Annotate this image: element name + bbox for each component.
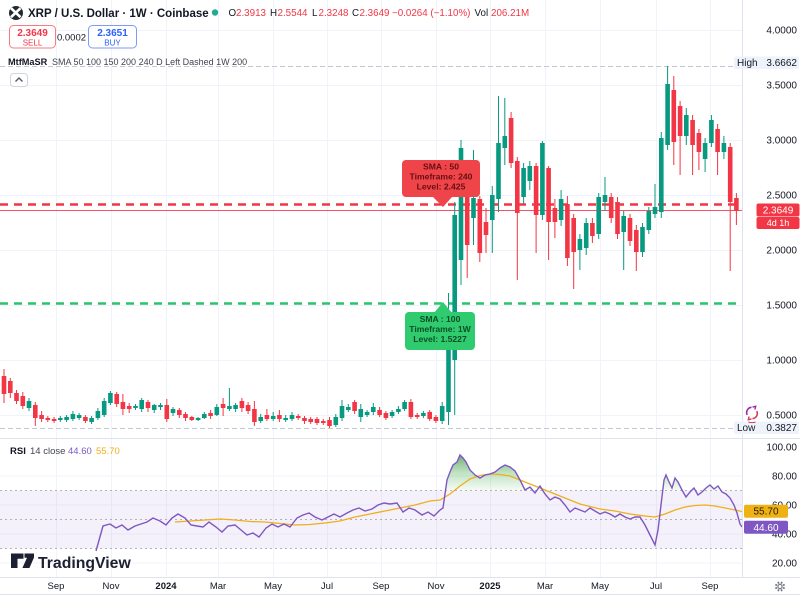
svg-text:2024: 2024	[155, 581, 177, 592]
svg-text:2.3913: 2.3913	[236, 8, 267, 19]
svg-text:XRP / U.S. Dollar · 1W · Coinb: XRP / U.S. Dollar · 1W · Coinbase	[28, 8, 209, 20]
svg-text:2.3649: 2.3649	[360, 8, 390, 19]
svg-text:Sep: Sep	[48, 581, 65, 592]
svg-text:Sep: Sep	[373, 581, 390, 592]
svg-text:2.3651: 2.3651	[97, 28, 128, 39]
svg-text:SELL: SELL	[23, 39, 43, 48]
svg-text:C: C	[352, 8, 359, 19]
svg-text:2.3248: 2.3248	[319, 8, 350, 19]
svg-text:55.70: 55.70	[96, 446, 120, 457]
svg-text:Nov: Nov	[103, 581, 120, 592]
svg-text:0.5000: 0.5000	[766, 411, 797, 422]
svg-text:2.3649: 2.3649	[763, 206, 794, 217]
svg-text:Nov: Nov	[428, 581, 445, 592]
svg-text:100.00: 100.00	[766, 443, 797, 454]
svg-text:Mar: Mar	[210, 581, 226, 592]
svg-text:3.6662: 3.6662	[766, 58, 797, 69]
svg-text:14 close: 14 close	[30, 446, 65, 457]
svg-text:Timeframe: 240: Timeframe: 240	[410, 172, 473, 182]
svg-text:2025: 2025	[479, 581, 501, 592]
svg-text:Timeframe: 1W: Timeframe: 1W	[409, 324, 471, 334]
svg-text:TradingView: TradingView	[38, 555, 131, 572]
svg-text:2.5544: 2.5544	[278, 8, 309, 19]
svg-text:Jul: Jul	[650, 581, 662, 592]
svg-text:Level: 1.5227: Level: 1.5227	[413, 334, 467, 344]
svg-text:3.0000: 3.0000	[766, 136, 797, 147]
svg-text:May: May	[264, 581, 282, 592]
svg-text:Level: 2.425: Level: 2.425	[417, 182, 466, 192]
svg-text:May: May	[591, 581, 609, 592]
svg-text:L: L	[312, 8, 318, 19]
svg-text:40.00: 40.00	[772, 530, 797, 541]
svg-text:0.0002: 0.0002	[57, 33, 86, 44]
svg-text:2.0000: 2.0000	[766, 246, 797, 257]
svg-text:Low: Low	[737, 423, 756, 434]
svg-text:Mar: Mar	[537, 581, 553, 592]
svg-text:2.3649: 2.3649	[17, 28, 48, 39]
svg-text:2.5000: 2.5000	[766, 191, 797, 202]
svg-text:55.70: 55.70	[753, 507, 778, 518]
svg-text:80.00: 80.00	[772, 472, 797, 483]
svg-text:SMA : 100: SMA : 100	[420, 314, 461, 324]
svg-text:44.60: 44.60	[68, 446, 92, 457]
svg-text:20.00: 20.00	[772, 559, 797, 570]
svg-text:Vol: Vol	[475, 8, 489, 19]
svg-text:1.5000: 1.5000	[766, 301, 797, 312]
svg-text:Jul: Jul	[321, 581, 333, 592]
svg-text:SMA : 50: SMA : 50	[423, 162, 459, 172]
svg-text:206.21M: 206.21M	[491, 8, 529, 19]
svg-text:H: H	[270, 8, 277, 19]
svg-text:4.0000: 4.0000	[766, 26, 797, 37]
svg-text:0.3827: 0.3827	[766, 423, 797, 434]
svg-text:O: O	[229, 8, 237, 19]
svg-text:3.5000: 3.5000	[766, 81, 797, 92]
svg-text:1.0000: 1.0000	[766, 356, 797, 367]
svg-text:BUY: BUY	[104, 39, 121, 48]
svg-text:44.60: 44.60	[753, 523, 778, 534]
svg-text:4d 1h: 4d 1h	[767, 218, 790, 228]
svg-text:MtfMaSR: MtfMaSR	[8, 57, 48, 67]
svg-text:RSI: RSI	[10, 446, 26, 457]
svg-text:High: High	[737, 58, 758, 69]
svg-text:SMA 50 100 150 200 240 D Left: SMA 50 100 150 200 240 D Left Dashed 1W …	[52, 57, 247, 67]
svg-text:−0.0264 (−1.10%): −0.0264 (−1.10%)	[392, 8, 470, 19]
svg-text:Sep: Sep	[702, 581, 719, 592]
